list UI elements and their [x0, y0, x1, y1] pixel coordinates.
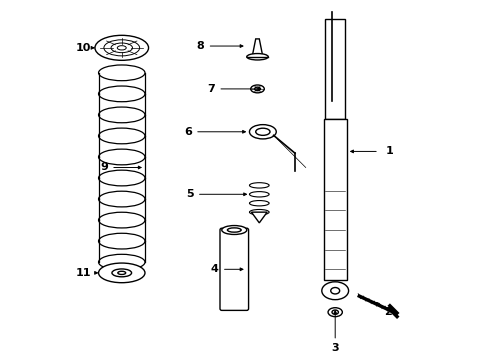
Ellipse shape	[328, 308, 343, 317]
Text: 7: 7	[207, 84, 215, 94]
Ellipse shape	[222, 226, 247, 234]
FancyBboxPatch shape	[325, 19, 345, 119]
Ellipse shape	[251, 85, 264, 93]
Text: 8: 8	[196, 41, 204, 51]
Ellipse shape	[256, 128, 270, 135]
Ellipse shape	[247, 54, 268, 60]
Text: 4: 4	[211, 264, 219, 274]
Ellipse shape	[332, 310, 339, 314]
Ellipse shape	[227, 228, 241, 232]
Polygon shape	[251, 212, 267, 223]
Text: 1: 1	[386, 147, 394, 157]
Polygon shape	[247, 39, 268, 57]
Ellipse shape	[322, 282, 348, 300]
Text: 10: 10	[76, 43, 91, 53]
FancyBboxPatch shape	[323, 119, 347, 280]
Ellipse shape	[331, 288, 340, 294]
Text: 5: 5	[186, 189, 194, 199]
Ellipse shape	[95, 35, 148, 60]
Text: 2: 2	[384, 307, 392, 317]
Text: 11: 11	[76, 268, 91, 278]
Text: 6: 6	[184, 127, 192, 137]
Text: 9: 9	[100, 162, 108, 172]
Text: 3: 3	[331, 343, 339, 353]
Ellipse shape	[255, 87, 260, 91]
Ellipse shape	[98, 263, 145, 283]
Ellipse shape	[249, 125, 276, 139]
FancyBboxPatch shape	[220, 228, 248, 310]
